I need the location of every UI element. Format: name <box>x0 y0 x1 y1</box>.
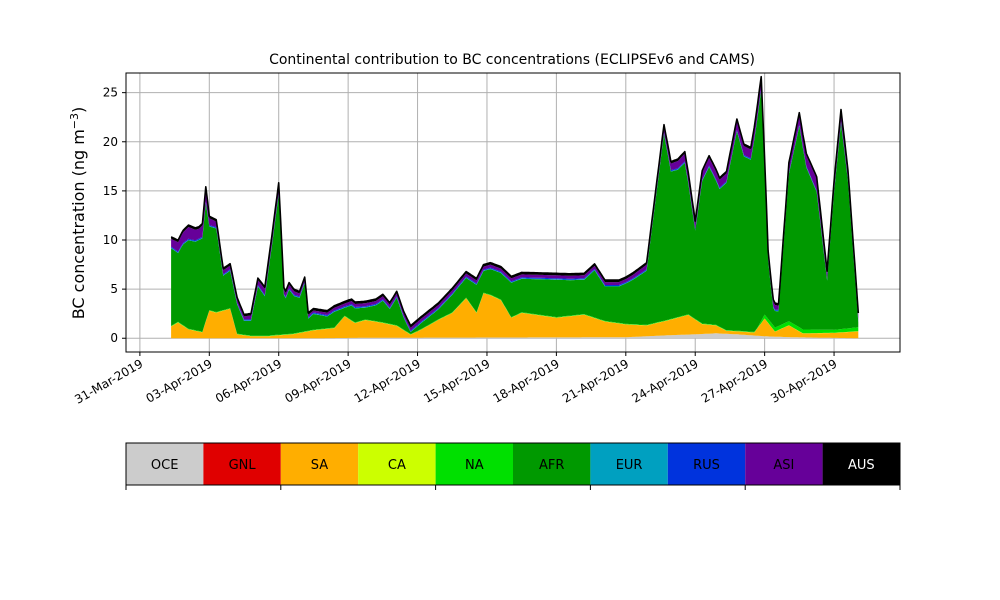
legend-label-ca: CA <box>388 458 406 473</box>
x-tick-label: 27-Apr-2019 <box>699 356 770 405</box>
legend-label-rus: RUS <box>693 458 720 473</box>
legend-label-eur: EUR <box>616 458 643 473</box>
y-tick-label: 0 <box>110 331 118 345</box>
colorbar-legend: OCE GNL SA CA NA AFR EUR RUS ASI AUS <box>125 442 901 490</box>
area-oce <box>171 333 859 339</box>
x-tick-label: 06-Apr-2019 <box>213 356 284 405</box>
x-tick-label: 15-Apr-2019 <box>421 356 492 405</box>
legend-swatch-rus <box>667 443 746 485</box>
legend-swatch-oce <box>126 443 204 485</box>
y-tick-label: 5 <box>110 282 118 296</box>
x-tick-label: 21-Apr-2019 <box>560 356 631 405</box>
legend-swatch-gnl <box>203 443 281 485</box>
x-tick-label: 03-Apr-2019 <box>144 356 215 405</box>
legend-swatch-asi <box>745 443 823 485</box>
x-axis-ticks: 31-Mar-201903-Apr-201906-Apr-201909-Apr-… <box>72 352 840 407</box>
legend-label-asi: ASI <box>773 458 794 473</box>
y-axis-label-superscript: −3 <box>68 113 81 129</box>
chart-title: Continental contribution to BC concentra… <box>269 52 755 68</box>
total-outline <box>170 75 860 327</box>
area-afr <box>171 90 859 336</box>
y-tick-label: 10 <box>103 233 118 247</box>
legend-label-oce: OCE <box>151 458 179 473</box>
y-tick-label: 15 <box>103 184 118 198</box>
legend-frame <box>125 442 901 486</box>
y-axis-label: BC concentration (ng m−3) <box>68 107 88 320</box>
legend-label-gnl: GNL <box>229 458 257 473</box>
x-tick-label: 09-Apr-2019 <box>282 356 353 405</box>
legend-label-sa: SA <box>311 458 328 473</box>
plot-frame <box>125 72 901 353</box>
x-tick-label: 18-Apr-2019 <box>491 356 562 405</box>
legend-swatch-afr <box>513 443 591 485</box>
x-tick-label: 12-Apr-2019 <box>352 356 423 405</box>
legend-swatch-na <box>435 443 513 485</box>
area-sa <box>171 293 859 339</box>
y-tick-label: 25 <box>103 86 118 100</box>
x-tick-label: 31-Mar-2019 <box>72 356 145 406</box>
stacked-areas <box>171 76 859 339</box>
legend-swatch-ca <box>358 443 436 485</box>
legend-swatch-sa <box>280 443 359 485</box>
legend-swatch-aus <box>822 443 900 485</box>
y-axis-ticks: 0 5 10 15 20 25 <box>103 86 126 345</box>
x-tick-label: 30-Apr-2019 <box>768 356 839 405</box>
legend-label-aus: AUS <box>848 458 875 473</box>
legend-label-na: NA <box>465 458 484 473</box>
total-line <box>170 75 860 327</box>
y-tick-label: 20 <box>103 135 118 149</box>
legend-label-afr: AFR <box>539 458 564 473</box>
x-tick-label: 24-Apr-2019 <box>629 356 700 405</box>
legend-swatch-eur <box>590 443 668 485</box>
